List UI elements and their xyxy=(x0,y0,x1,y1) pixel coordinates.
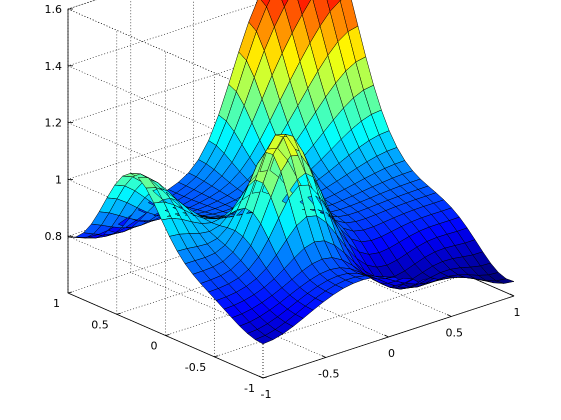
y-tick-mark xyxy=(116,312,121,315)
x-axis-ticks: -1 -0.5 0 0.5 1 xyxy=(258,293,521,401)
y-tick-mark xyxy=(67,291,73,294)
surface-cell xyxy=(260,0,271,7)
x-tick-label: -0.5 xyxy=(318,368,339,381)
y-axis-ticks: -1 -0.5 0 0.5 1 xyxy=(53,291,268,395)
surface-cell xyxy=(495,278,515,284)
y-tick-label: -0.5 xyxy=(185,361,206,374)
y-tick-mark xyxy=(165,334,170,336)
z-tick-label: 1.4 xyxy=(45,60,63,73)
y-tick-mark xyxy=(262,376,268,379)
z-tick-label: 1.6 xyxy=(45,3,63,16)
y-tick-label: 1 xyxy=(53,297,60,310)
surface-mesh xyxy=(67,0,515,345)
x-tick-label: 0 xyxy=(388,347,395,360)
x-tick-label: 1 xyxy=(514,306,521,319)
x-tick-label: -1 xyxy=(261,388,272,401)
z-tick-label: 1.2 xyxy=(45,117,63,130)
y-tick-mark xyxy=(214,355,219,358)
z-tick-label: 1 xyxy=(55,173,62,186)
z-axis-ticks: 0.8 1 1.2 1.4 1.6 xyxy=(45,3,73,243)
x-tick-label: 0.5 xyxy=(446,327,464,340)
z-tick-label: 0.8 xyxy=(45,230,63,243)
y-tick-label: 0 xyxy=(151,340,158,353)
y-tick-label: 0.5 xyxy=(91,318,109,331)
surface-cell xyxy=(281,0,289,7)
y-tick-label: -1 xyxy=(244,382,255,395)
